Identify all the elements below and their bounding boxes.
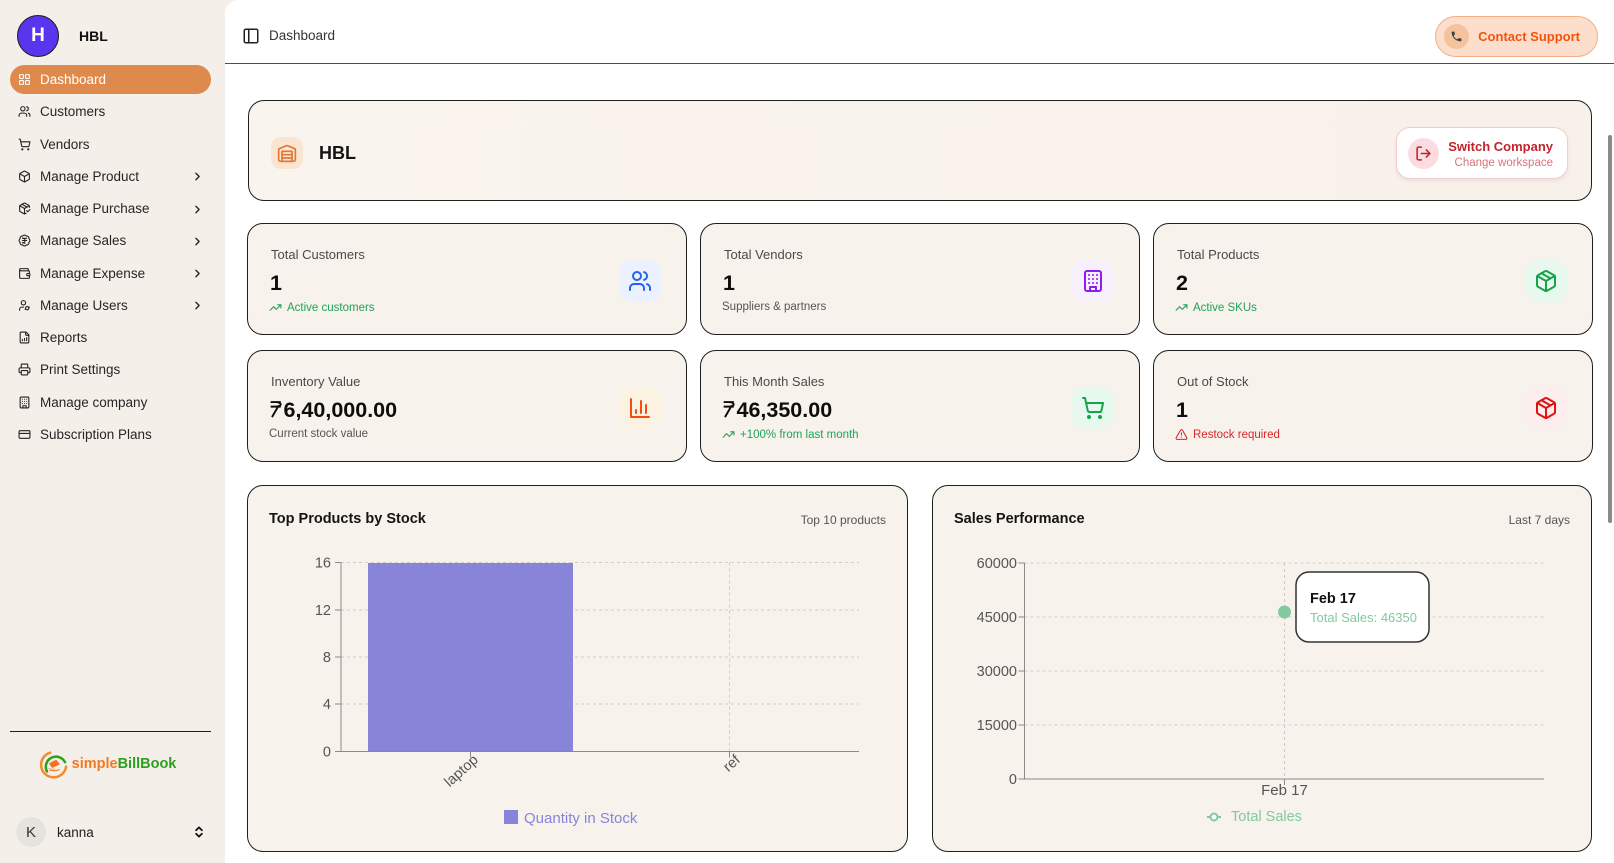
- svg-text:Total Sales: 46350: Total Sales: 46350: [1310, 610, 1417, 625]
- svg-text:16: 16: [315, 556, 331, 572]
- svg-text:12: 12: [315, 603, 331, 619]
- svg-text:30000: 30000: [977, 664, 1017, 680]
- svg-text:ref: ref: [720, 751, 744, 775]
- svg-text:laptop: laptop: [442, 752, 482, 790]
- svg-text:60000: 60000: [977, 556, 1017, 572]
- svg-text:0: 0: [1009, 772, 1017, 788]
- svg-text:8: 8: [323, 650, 331, 666]
- svg-text:15000: 15000: [977, 718, 1017, 734]
- svg-text:45000: 45000: [977, 610, 1017, 626]
- svg-text:4: 4: [323, 697, 331, 713]
- svg-text:Feb 17: Feb 17: [1310, 591, 1356, 607]
- svg-text:0: 0: [323, 745, 331, 761]
- svg-text:Total Sales: Total Sales: [1231, 809, 1302, 825]
- svg-text:Quantity in Stock: Quantity in Stock: [524, 810, 638, 827]
- svg-text:Feb 17: Feb 17: [1261, 782, 1308, 799]
